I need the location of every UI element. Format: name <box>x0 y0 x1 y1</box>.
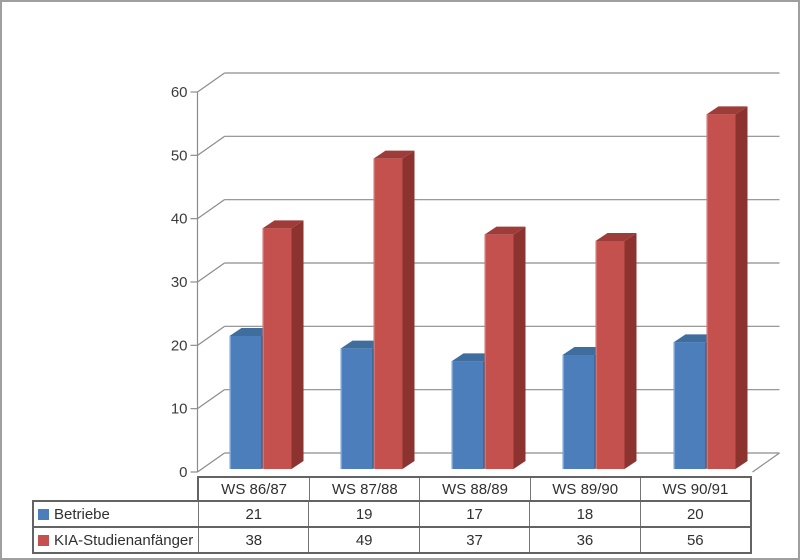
value-cell: 21 <box>198 502 309 526</box>
legend-label: Betriebe <box>54 505 110 523</box>
bar-betriebe-1-top <box>229 328 274 336</box>
value-cell: 19 <box>308 502 419 526</box>
bar-kia-studienanfaenger-1-side <box>291 220 304 469</box>
bar-kia-studienanfaenger-1-top <box>262 220 304 229</box>
bar-betriebe-5-top <box>673 334 718 343</box>
bar-betriebe-5-side <box>705 334 718 469</box>
y-axis-tick-label: 20 <box>171 337 188 354</box>
table-header-row: WS 86/87 WS 87/88 WS 88/89 WS 89/90 WS 90/91 <box>197 476 752 502</box>
bar-betriebe-1-side <box>261 328 274 469</box>
value-cell: 18 <box>529 502 640 526</box>
category-header-cell: WS 88/89 <box>419 478 530 500</box>
legend-cell: Betriebe <box>34 502 199 526</box>
y-axis-tick-label: 40 <box>171 211 188 228</box>
y-axis-tick-label: 50 <box>171 147 188 164</box>
bar-betriebe-2-side <box>372 340 385 469</box>
bar-kia-studienanfaenger-2-front <box>373 158 403 469</box>
legend-marker-betriebe <box>38 508 49 520</box>
category-header-cell: WS 90/91 <box>639 478 750 500</box>
bar-kia-studienanfaenger-2-side <box>402 150 415 469</box>
bar-kia-studienanfaenger-3-side <box>513 226 526 469</box>
bar-kia-studienanfaenger-5-top <box>706 106 748 115</box>
bar-betriebe-1-front <box>229 336 262 469</box>
value-cell: 38 <box>198 528 309 552</box>
bar-betriebe-4-side <box>594 347 607 469</box>
bar-betriebe-5-front <box>673 342 706 469</box>
y-axis-tick-label: 60 <box>171 84 188 101</box>
bar-betriebe-2-front <box>340 348 373 469</box>
value-cell: 36 <box>529 528 640 552</box>
bar-kia-studienanfaenger-3-top <box>484 226 526 235</box>
legend-marker-kia-studienanfaenger <box>38 534 49 546</box>
legend-label: KIA-Studienanfänger <box>54 531 194 549</box>
y-axis-tick-label: 0 <box>179 464 187 481</box>
category-header-cell: WS 86/87 <box>199 478 310 500</box>
value-cell: 37 <box>418 528 530 552</box>
category-header-cell: WS 89/90 <box>529 478 640 500</box>
bar-betriebe-2-top <box>340 340 385 349</box>
bar-kia-studienanfaenger-5-side <box>735 106 748 469</box>
gridline-wall-diagonal <box>197 452 225 473</box>
gridline-wall-diagonal <box>197 135 225 156</box>
value-cell: 17 <box>418 502 530 526</box>
bar-kia-studienanfaenger-4-front <box>595 241 625 469</box>
bar-kia-studienanfaenger-1-front <box>262 228 292 469</box>
table-row-betriebe: Betriebe 21 19 17 18 20 <box>32 500 752 528</box>
bar-kia-studienanfaenger-5-front <box>706 114 736 469</box>
bar-betriebe-3-front <box>451 361 484 469</box>
bar-kia-studienanfaenger-4-top <box>595 233 637 241</box>
bar-betriebe-3-side <box>483 353 496 469</box>
floor-right-diagonal <box>752 452 780 473</box>
bar-betriebe-4-top <box>562 347 607 355</box>
table-row-kia-studienanfaenger: KIA-Studienanfänger 38 49 37 36 56 <box>32 526 752 554</box>
gridline-wall-diagonal <box>197 262 225 283</box>
bar-kia-studienanfaenger-2-top <box>373 150 415 159</box>
y-axis-tick-label: 10 <box>171 401 188 418</box>
gridline-wall-diagonal <box>197 389 225 410</box>
legend-cell: KIA-Studienanfänger <box>34 528 199 552</box>
value-cell: 20 <box>639 502 750 526</box>
gridline-wall-diagonal <box>197 72 225 93</box>
gridline-wall-diagonal <box>197 199 225 220</box>
value-cell: 56 <box>639 528 750 552</box>
bar-betriebe-3-top <box>451 353 496 362</box>
y-axis-tick-label: 30 <box>171 274 188 291</box>
bar-kia-studienanfaenger-4-side <box>624 233 637 469</box>
value-cell: 49 <box>308 528 419 552</box>
bar-kia-studienanfaenger-3-front <box>484 234 514 469</box>
category-header-cell: WS 87/88 <box>309 478 420 500</box>
bar-betriebe-4-front <box>562 355 595 469</box>
gridline-wall-diagonal <box>197 325 225 346</box>
